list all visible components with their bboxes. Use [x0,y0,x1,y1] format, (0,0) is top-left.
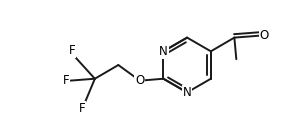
Text: F: F [63,74,69,87]
Text: N: N [183,86,192,99]
Text: F: F [79,102,85,115]
Text: N: N [159,45,168,58]
Text: O: O [260,29,269,42]
Text: O: O [135,74,145,87]
Text: F: F [69,44,75,57]
